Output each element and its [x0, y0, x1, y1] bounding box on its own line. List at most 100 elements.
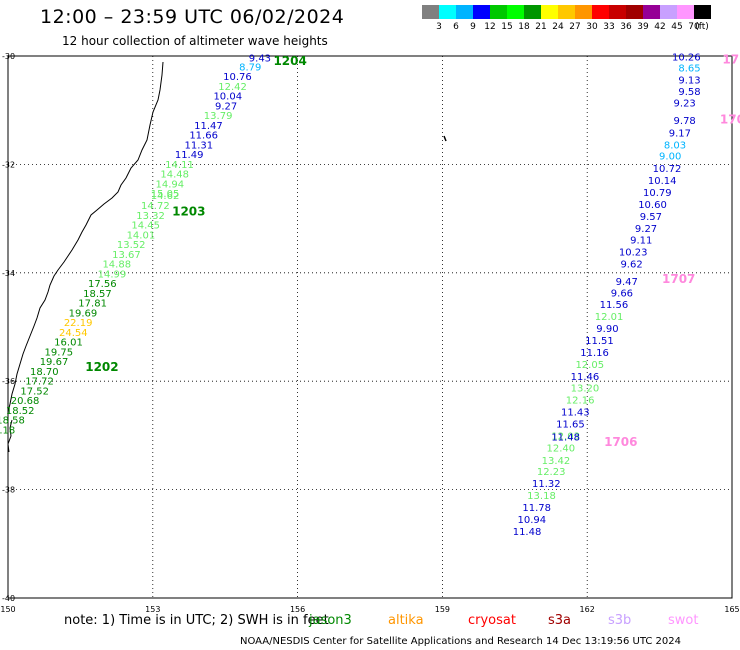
- lat-label: -36: [2, 377, 15, 386]
- legend-swatch: [473, 5, 490, 19]
- wave-height-value: 8.03: [664, 140, 686, 151]
- legend-swatch: [490, 5, 507, 19]
- lat-label: -40: [2, 594, 15, 603]
- wave-height-value: 11.46: [571, 372, 600, 383]
- map-frame: [7, 55, 733, 599]
- legend-swatch: [524, 5, 541, 19]
- wave-height-value: 12.23: [537, 467, 566, 478]
- legend-swatch: [609, 5, 626, 19]
- wave-height-value: 14.88: [102, 260, 131, 271]
- wave-height-value: 19.69: [69, 308, 98, 319]
- wave-height-value: 14.72: [141, 201, 170, 212]
- wave-height-value: 12.03: [551, 431, 580, 442]
- legend-tick-label: 45: [671, 22, 683, 32]
- color-legend: 3 6 9 12 15 18 21 24 27 30 33 36 39 42 45 70 (ft): [422, 5, 711, 32]
- wave-height-value: 18.70: [30, 367, 59, 378]
- wave-height-value: 11.65: [556, 419, 585, 430]
- coastline: [7, 61, 164, 413]
- wave-height-value: 11.43: [561, 408, 590, 419]
- wave-height-value: 11.66: [189, 131, 218, 142]
- satellite-name: s3a: [548, 613, 572, 628]
- wave-height-value: 10.72: [653, 164, 682, 175]
- lon-label: 156: [290, 605, 305, 614]
- wave-height-value: 10.04: [213, 92, 242, 103]
- wave-height-value: 14.01: [127, 230, 156, 241]
- wave-height-value: 24.54: [59, 328, 88, 339]
- wave-height-value: 12.16: [566, 396, 595, 407]
- lat-label: -38: [2, 486, 15, 495]
- coastline-lower: [7, 419, 13, 453]
- legend-tick-label: 39: [637, 22, 649, 32]
- wave-height-value: 17.18: [0, 425, 15, 436]
- pass-number-label: 1202: [85, 360, 118, 374]
- wave-height-value: 13.42: [542, 456, 571, 467]
- lon-label: 150: [0, 605, 15, 614]
- wave-height-value: 19.75: [45, 347, 74, 358]
- axis-labels: -30 -32 -34 -36 -38 -40 150 153 156 159 162 165: [0, 52, 739, 614]
- wave-height-value: 12.05: [575, 360, 604, 371]
- wave-height-value: 9.13: [678, 75, 700, 86]
- wave-height-value: 9.23: [674, 99, 696, 110]
- wave-height-value: 18.58: [0, 416, 25, 427]
- wave-height-value: 10.94: [518, 515, 547, 526]
- wave-height-value: 8.79: [239, 62, 261, 73]
- legend-tick-label: 21: [535, 22, 547, 32]
- wave-height-value: 9.11: [630, 236, 652, 247]
- legend-swatch: [558, 5, 575, 19]
- wave-height-value: 14.94: [156, 179, 185, 190]
- wave-height-value: 14.45: [131, 221, 160, 232]
- pass-number-label: 17: [722, 53, 739, 67]
- wave-height-value: 11.56: [600, 300, 629, 311]
- pass-number-label: 1707: [662, 272, 695, 286]
- wave-height-value: 17.72: [25, 377, 54, 388]
- track-east-1706: 11.4613.2012.1611.4311.6512.0311.4812.40…: [513, 372, 600, 538]
- wave-height-value: 9.62: [620, 260, 642, 271]
- wave-height-value: 15.05: [151, 189, 180, 200]
- altimeter-tracks: 9.438.7910.7612.4210.049.2713.7911.4711.…: [0, 53, 701, 538]
- wave-height-value: 10.76: [223, 72, 252, 83]
- legend-swatch: [592, 5, 609, 19]
- satellite-name: altika: [388, 613, 424, 628]
- legend-tick-label: 30: [586, 22, 598, 32]
- legend-tick-label: 36: [620, 22, 632, 32]
- track-east-1708: 10.268.659.139.589.23 9.789.178.039.00: [659, 53, 701, 163]
- legend-tick-label: 12: [484, 22, 496, 32]
- wave-height-value: 11.49: [175, 150, 204, 161]
- legend-tick-label: 6: [453, 22, 459, 32]
- lon-label: 159: [435, 605, 450, 614]
- legend-tick-label: 3: [436, 22, 442, 32]
- wave-height-value: 14.99: [98, 269, 127, 280]
- page-subtitle: 12 hour collection of altimeter wave hei…: [62, 34, 328, 48]
- lat-label: -30: [2, 52, 15, 61]
- legend-swatches: [422, 5, 711, 19]
- lat-label: -32: [2, 160, 15, 169]
- wave-height-value: 17.52: [20, 386, 49, 397]
- track-east-1707: 10.7210.1410.7910.609.579.279.1110.239.6…: [575, 164, 681, 371]
- island-mark: [443, 135, 447, 142]
- legend-tick-label: (ft): [695, 22, 709, 32]
- wave-height-value: 10.60: [638, 200, 667, 211]
- wave-height-value: 9.90: [596, 324, 618, 335]
- legend-ticks: 3 6 9 12 15 18 21 24 27 30 33 36 39 42 45 70 (ft): [422, 22, 740, 36]
- legend-swatch: [541, 5, 558, 19]
- lon-label: 165: [724, 605, 739, 614]
- wave-height-value: 9.43: [249, 54, 271, 65]
- wave-height-value: 11.78: [522, 503, 551, 514]
- wave-height-value: 11.48: [513, 527, 542, 538]
- wave-height-value: 9.58: [678, 87, 700, 98]
- wave-height-value: 13.79: [204, 111, 233, 122]
- footer-note: note: 1) Time is in UTC; 2) SWH is in fe…: [64, 613, 329, 628]
- wave-height-value: 13.52: [117, 240, 146, 251]
- wave-height-value: 11.16: [580, 348, 609, 359]
- wave-height-value: 10.26: [672, 53, 701, 64]
- wave-height-value: 14.48: [160, 170, 189, 181]
- wave-height-value: 10.14: [648, 176, 677, 187]
- lon-label: 162: [580, 605, 595, 614]
- legend-swatch: [422, 5, 439, 19]
- wave-height-value: 19.67: [40, 357, 69, 368]
- satellite-name: s3b: [608, 613, 632, 628]
- legend-swatch: [507, 5, 524, 19]
- wave-height-value: 12.40: [546, 443, 575, 454]
- lon-label: 153: [145, 605, 160, 614]
- wave-height-value: 12.42: [218, 82, 247, 93]
